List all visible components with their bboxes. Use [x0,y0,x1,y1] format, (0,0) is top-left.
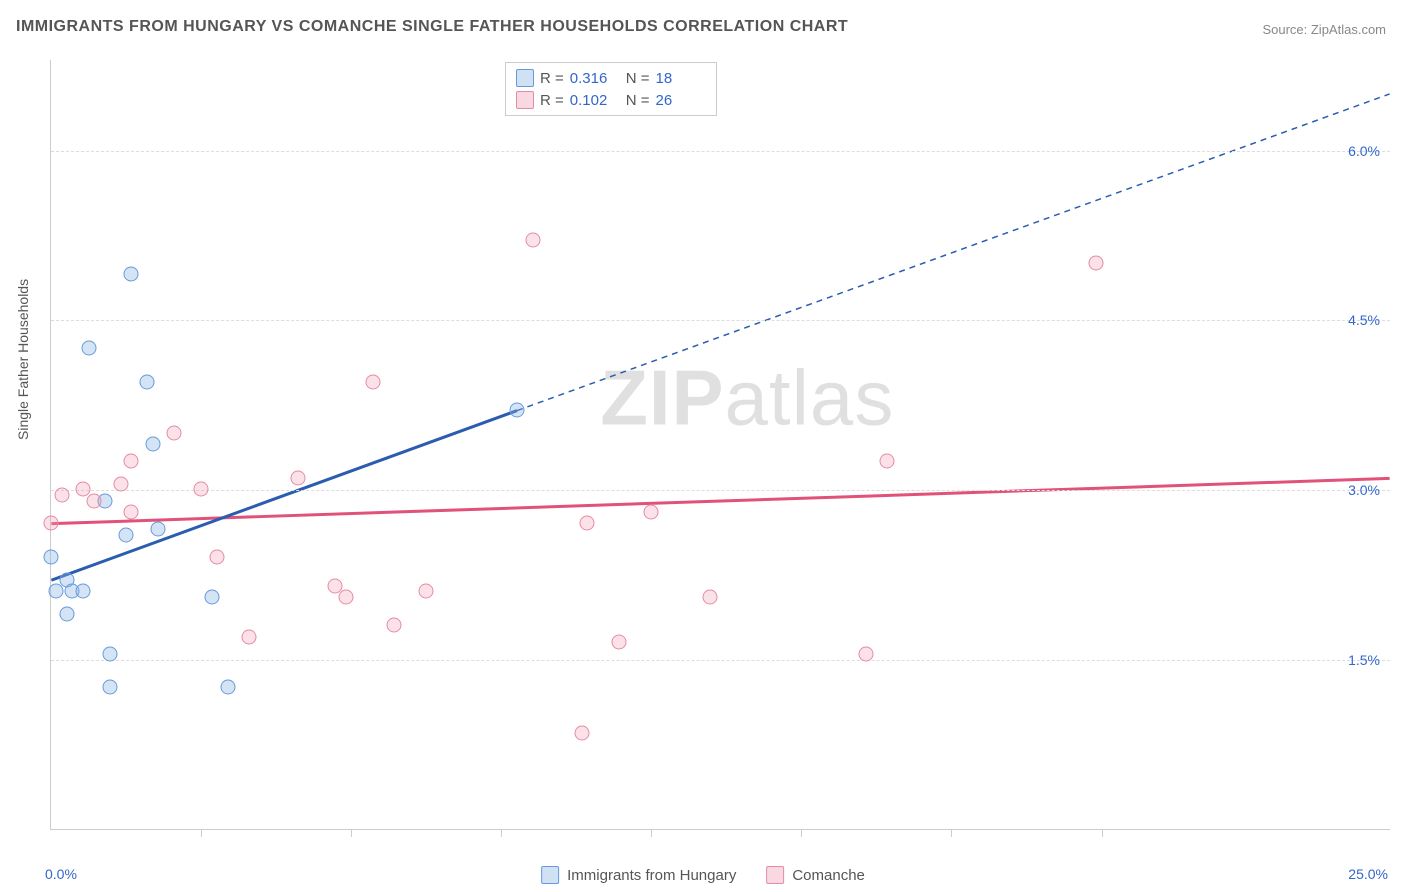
scatter-point [580,516,595,531]
scatter-point [365,374,380,389]
legend-swatch [541,866,559,884]
y-tick-label: 4.5% [1348,312,1380,328]
scatter-point [242,629,257,644]
watermark-bold: ZIP [600,354,724,442]
correlation-legend: R = 0.316 N = 18 R = 0.102 N = 26 [505,62,717,116]
x-tick [501,829,502,837]
chart-title: IMMIGRANTS FROM HUNGARY VS COMANCHE SING… [16,18,848,36]
scatter-point [338,589,353,604]
legend-swatch [516,69,534,87]
scatter-point [124,454,139,469]
scatter-point [44,516,59,531]
scatter-point [387,618,402,633]
scatter-point [76,584,91,599]
source-label: Source: ZipAtlas.com [1262,22,1386,37]
x-tick [801,829,802,837]
trend-lines-svg [51,60,1390,829]
y-tick-label: 1.5% [1348,652,1380,668]
scatter-point [102,646,117,661]
watermark: ZIPatlas [600,353,894,444]
scatter-point [140,374,155,389]
gridline [51,320,1390,321]
scatter-point [44,550,59,565]
y-axis-label: Single Father Households [15,279,31,440]
scatter-point [1089,255,1104,270]
x-axis-min-label: 0.0% [45,866,77,882]
scatter-point [124,267,139,282]
gridline [51,660,1390,661]
legend-series-label: Immigrants from Hungary [567,867,736,884]
scatter-point [167,425,182,440]
x-tick [651,829,652,837]
scatter-point [210,550,225,565]
scatter-point [124,504,139,519]
scatter-point [194,482,209,497]
scatter-point [81,340,96,355]
legend-n-value: 26 [656,92,706,109]
x-tick [351,829,352,837]
scatter-point [102,680,117,695]
trend-line [51,478,1389,523]
x-tick [201,829,202,837]
legend-n-value: 18 [656,70,706,87]
x-axis-max-label: 25.0% [1348,866,1388,882]
scatter-point [54,487,69,502]
scatter-point [145,437,160,452]
legend-series-label: Comanche [792,867,865,884]
legend-r-label: R = [540,70,564,87]
scatter-point [703,589,718,604]
legend-n-label: N = [626,92,650,109]
trend-line [517,94,1390,411]
y-tick-label: 6.0% [1348,143,1380,159]
series-legend: Immigrants from Hungary Comanche [541,866,865,884]
scatter-point [113,476,128,491]
scatter-point [612,635,627,650]
scatter-point [151,521,166,536]
scatter-point [574,725,589,740]
scatter-point [510,403,525,418]
scatter-point [49,584,64,599]
scatter-point [419,584,434,599]
gridline [51,151,1390,152]
legend-swatch [516,91,534,109]
legend-item: Comanche [766,866,865,884]
scatter-point [880,454,895,469]
scatter-point [290,470,305,485]
scatter-point [858,646,873,661]
gridline [51,490,1390,491]
chart-plot-area: ZIPatlas 1.5% 3.0% 4.5% 6.0% [50,60,1390,830]
scatter-point [60,606,75,621]
legend-item: Immigrants from Hungary [541,866,736,884]
legend-swatch [766,866,784,884]
x-tick [1102,829,1103,837]
trend-line [51,411,517,581]
scatter-point [220,680,235,695]
scatter-point [86,493,101,508]
scatter-point [119,527,134,542]
legend-n-label: N = [626,70,650,87]
y-tick-label: 3.0% [1348,482,1380,498]
legend-row: R = 0.316 N = 18 [516,67,706,89]
watermark-light: atlas [725,354,895,442]
scatter-point [644,504,659,519]
legend-r-label: R = [540,92,564,109]
legend-r-value: 0.102 [570,92,620,109]
scatter-point [526,233,541,248]
x-tick [951,829,952,837]
scatter-point [204,589,219,604]
legend-row: R = 0.102 N = 26 [516,89,706,111]
legend-r-value: 0.316 [570,70,620,87]
